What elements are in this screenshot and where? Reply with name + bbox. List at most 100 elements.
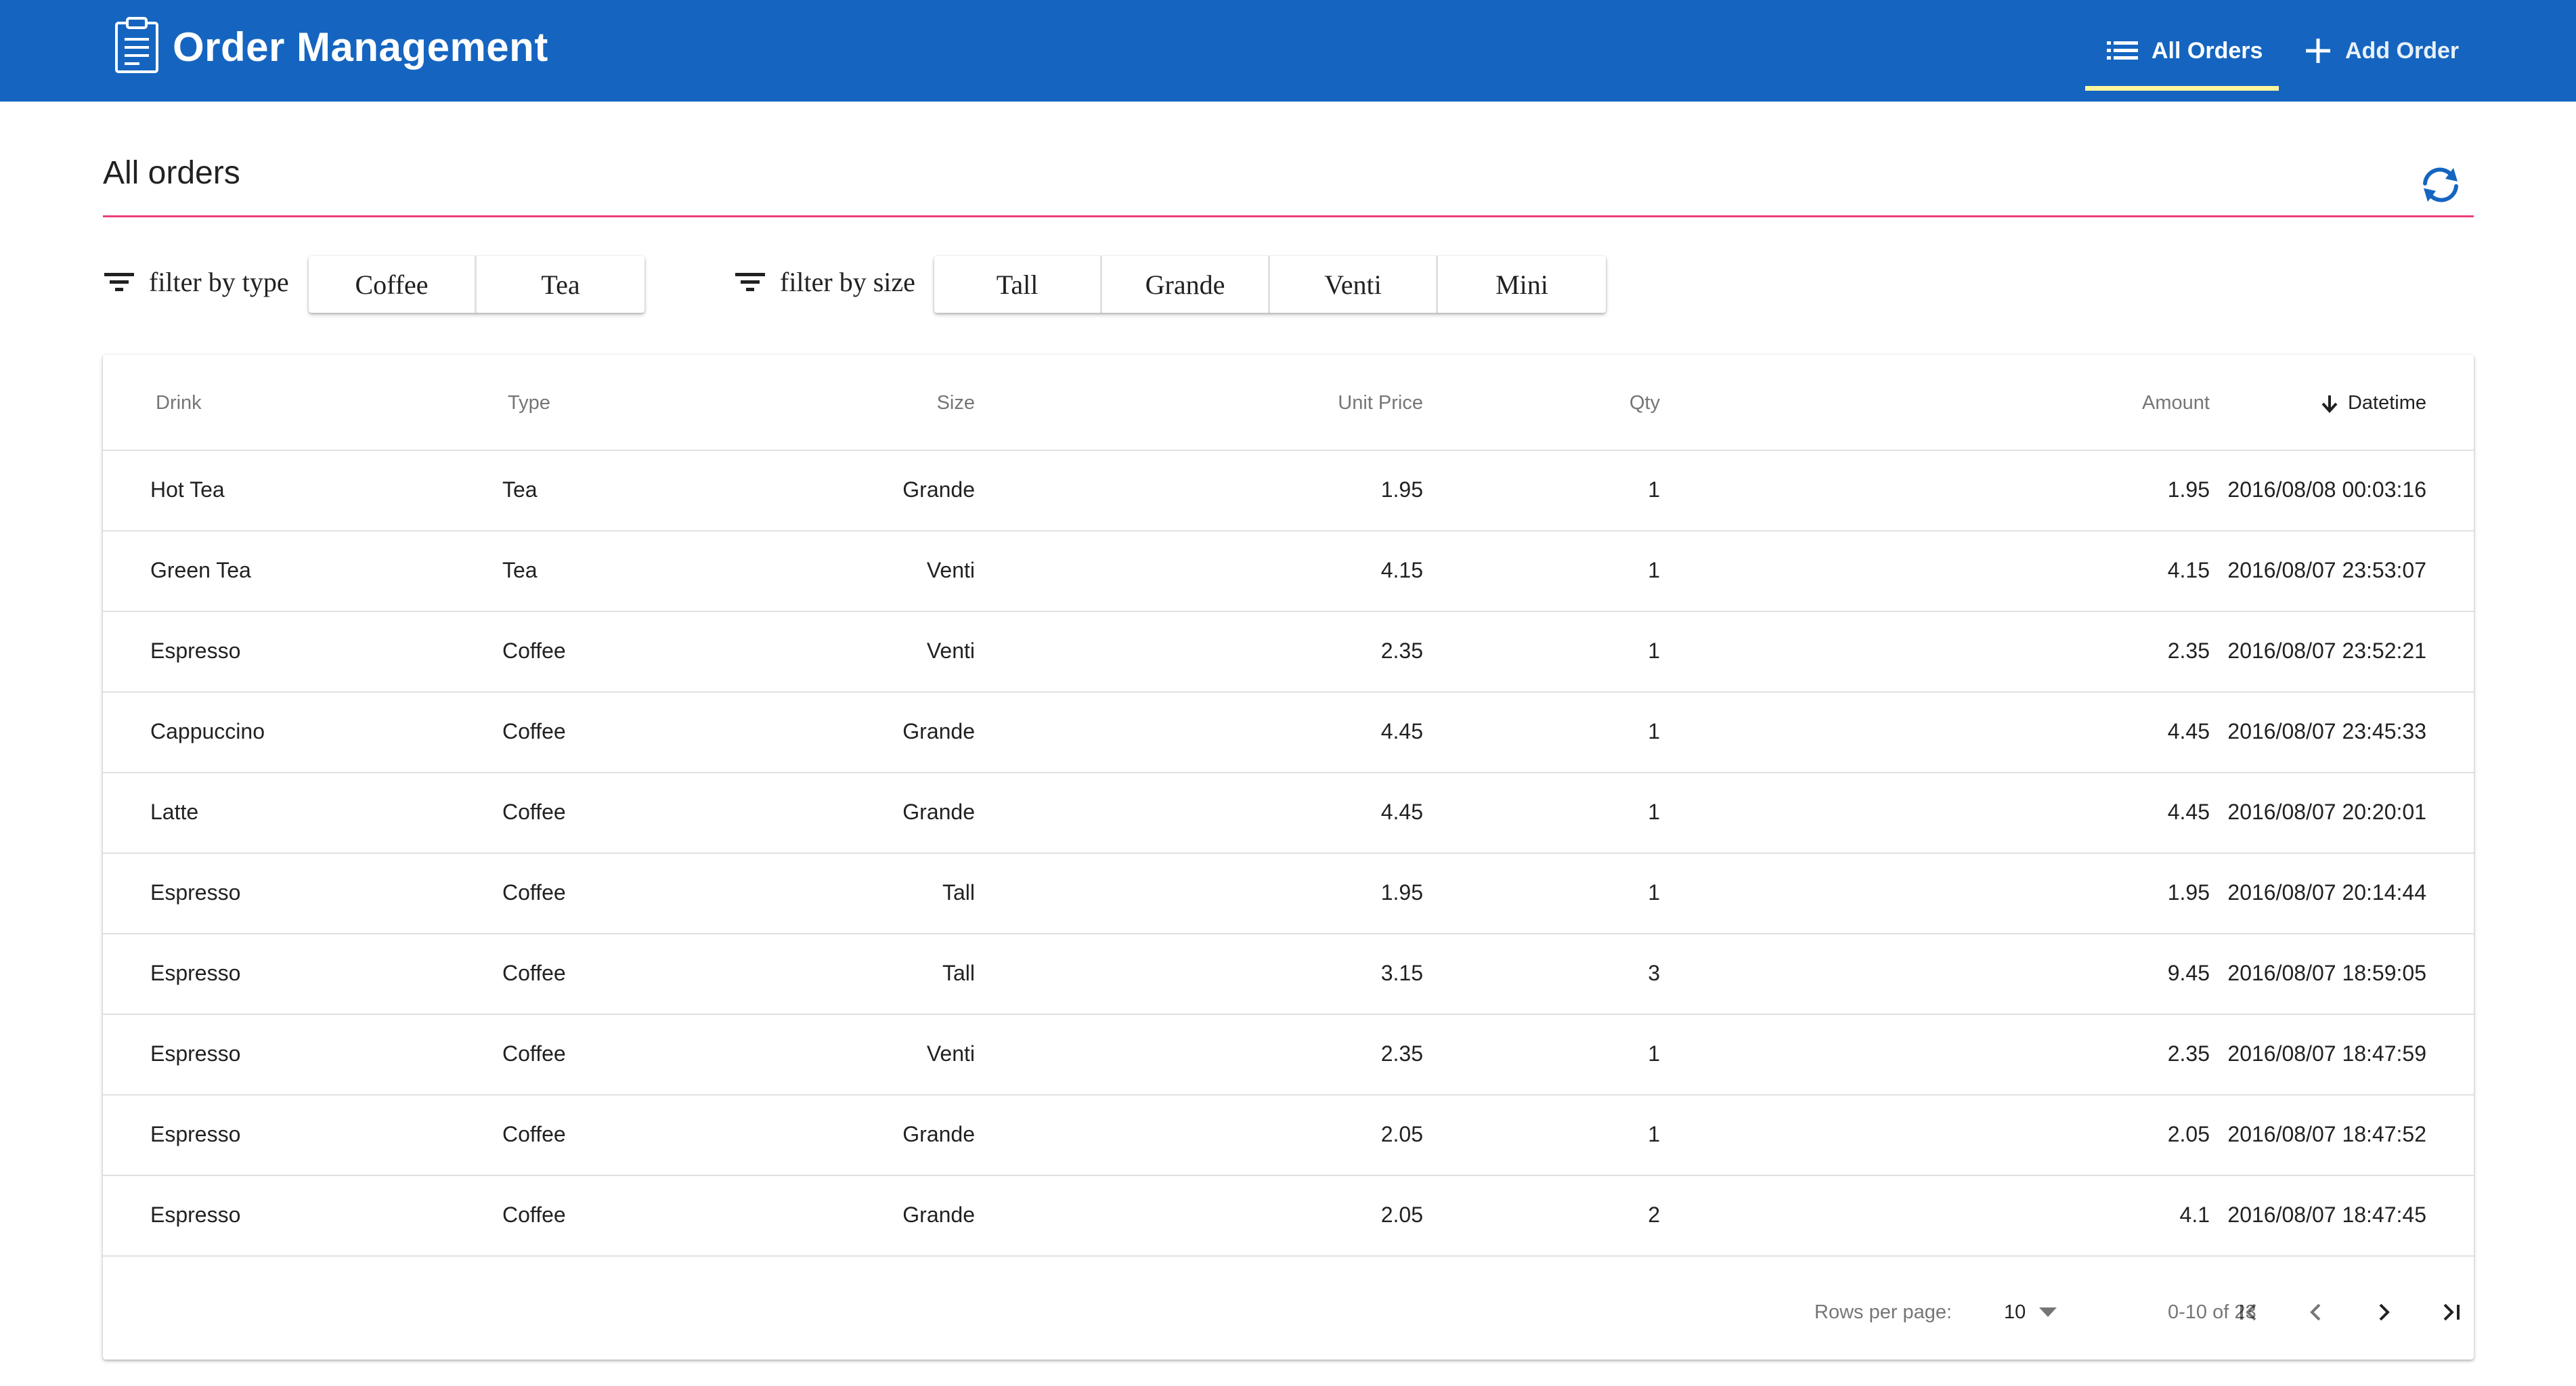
cell-size: Tall <box>942 961 975 985</box>
cell-size: Grande <box>902 477 975 502</box>
active-tab-indicator <box>2085 86 2279 91</box>
filter-by-size: filter by size <box>734 260 915 303</box>
filter-list-icon <box>104 273 134 291</box>
cell-unit-price: 2.35 <box>1380 1041 1423 1066</box>
column-header-datetime-label: Datetime <box>2347 392 2426 414</box>
refresh-icon[interactable] <box>2420 165 2462 204</box>
chevron-left-icon <box>2310 1303 2321 1321</box>
cell-amount: 9.45 <box>2167 961 2210 985</box>
table-row[interactable]: Espresso Coffee Venti 2.35 1 2.35 2016/08/07 1… <box>103 1014 2474 1096</box>
filter-by-type: filter by type <box>103 260 289 303</box>
last-page-icon <box>2443 1303 2460 1321</box>
cell-drink: Latte <box>150 800 199 824</box>
filter-chip-tea[interactable]: Tea <box>541 269 580 300</box>
cell-type: Coffee <box>502 1203 566 1227</box>
cell-datetime: 2016/08/07 18:47:52 <box>2227 1122 2426 1146</box>
filter-by-size-label: filter by size <box>780 266 915 297</box>
cell-amount: 2.35 <box>2167 638 2210 663</box>
previous-page-button[interactable] <box>2293 1289 2339 1335</box>
cell-type: Coffee <box>502 719 566 743</box>
table-pagination: Rows per page: 10 0-10 of 23 <box>103 1265 2474 1360</box>
cell-unit-price: 4.45 <box>1380 719 1423 743</box>
cell-size: Tall <box>942 880 975 905</box>
column-header-size[interactable]: Size <box>936 392 975 414</box>
table-header: Drink Type Size Unit Price Qty Amount Da… <box>103 355 2474 451</box>
first-page-button[interactable] <box>2225 1289 2271 1335</box>
cell-size: Venti <box>926 638 975 663</box>
last-page-button[interactable] <box>2428 1289 2474 1335</box>
nav-all-orders-label: All Orders <box>2152 37 2263 64</box>
cell-datetime: 2016/08/07 18:59:05 <box>2227 961 2426 985</box>
nav-add-order[interactable]: Add Order <box>2305 27 2459 74</box>
cell-unit-price: 4.45 <box>1380 800 1423 824</box>
cell-qty: 1 <box>1648 800 1660 824</box>
rows-per-page-select[interactable]: 10 <box>2004 1289 2057 1335</box>
cell-amount: 1.95 <box>2167 880 2210 905</box>
column-header-qty[interactable]: Qty <box>1629 392 1660 414</box>
cell-amount: 2.05 <box>2167 1122 2210 1146</box>
cell-qty: 2 <box>1648 1203 1660 1227</box>
cell-datetime: 2016/08/07 23:53:07 <box>2227 558 2426 582</box>
cell-type: Coffee <box>502 638 566 663</box>
cell-datetime: 2016/08/07 18:47:45 <box>2227 1203 2426 1227</box>
cell-type: Coffee <box>502 1122 566 1146</box>
rows-per-page-value: 10 <box>2004 1301 2026 1323</box>
app-title: Order Management <box>173 24 548 70</box>
cell-datetime: 2016/08/07 23:52:21 <box>2227 638 2426 663</box>
table-row[interactable]: Espresso Coffee Grande 2.05 2 4.1 2016/08/07 1… <box>103 1175 2474 1257</box>
table-row[interactable]: Espresso Coffee Venti 2.35 1 2.35 2016/08/07 2… <box>103 611 2474 693</box>
table-row[interactable]: Espresso Coffee Tall 1.95 1 1.95 2016/08/07 20… <box>103 852 2474 934</box>
nav-all-orders[interactable]: All Orders <box>2107 27 2263 74</box>
cell-amount: 4.45 <box>2167 800 2210 824</box>
table-row[interactable]: Latte Coffee Grande 4.45 1 4.45 2016/08/07 20:… <box>103 772 2474 854</box>
table-row[interactable]: Espresso Coffee Grande 2.05 1 2.05 2016/08/07 … <box>103 1094 2474 1176</box>
cell-type: Coffee <box>502 1041 566 1066</box>
cell-size: Grande <box>902 800 975 824</box>
plus-icon <box>2306 39 2330 63</box>
filter-chip-mini[interactable]: Mini <box>1496 269 1548 300</box>
next-page-button[interactable] <box>2361 1289 2407 1335</box>
cell-size: Grande <box>902 1122 975 1146</box>
filter-chip-tall[interactable]: Tall <box>934 256 1102 313</box>
orders-table: Drink Type Size Unit Price Qty Amount Da… <box>103 355 2474 1360</box>
table-row[interactable]: Hot Tea Tea Grande 1.95 1 1.95 2016/08/08 00:0… <box>103 450 2474 532</box>
cell-drink: Hot Tea <box>150 477 225 502</box>
cell-size: Grande <box>902 719 975 743</box>
column-header-type[interactable]: Type <box>508 392 550 414</box>
cell-amount: 1.95 <box>2167 477 2210 502</box>
cell-amount: 4.15 <box>2167 558 2210 582</box>
cell-unit-price: 1.95 <box>1380 477 1423 502</box>
table-row[interactable]: Cappuccino Coffee Grande 4.45 1 4.45 2016/08/0… <box>103 691 2474 773</box>
nav-add-order-label: Add Order <box>2345 37 2460 64</box>
column-header-datetime[interactable]: Datetime <box>2134 386 2426 420</box>
filter-chip-coffee[interactable]: Coffee <box>309 256 477 313</box>
cell-qty: 1 <box>1648 880 1660 905</box>
cell-datetime: 2016/08/07 20:14:44 <box>2227 880 2426 905</box>
cell-drink: Green Tea <box>150 558 251 582</box>
cell-unit-price: 3.15 <box>1380 961 1423 985</box>
cell-qty: 1 <box>1648 719 1660 743</box>
cell-drink: Espresso <box>150 1203 241 1227</box>
cell-drink: Cappuccino <box>150 719 265 743</box>
cell-size: Venti <box>926 1041 975 1066</box>
cell-qty: 3 <box>1648 961 1660 985</box>
filter-chip-grande[interactable]: Grande <box>1102 256 1270 313</box>
cell-unit-price: 2.05 <box>1380 1122 1423 1146</box>
filter-by-type-label: filter by type <box>149 266 289 297</box>
table-row[interactable]: Espresso Coffee Tall 3.15 3 9.45 2016/08/07 18… <box>103 933 2474 1015</box>
column-header-drink[interactable]: Drink <box>156 392 202 414</box>
cell-unit-price: 2.05 <box>1380 1203 1423 1227</box>
filter-chip-venti[interactable]: Venti <box>1270 256 1438 313</box>
cell-drink: Espresso <box>150 1122 241 1146</box>
rows-per-page-label: Rows per page: <box>1814 1301 1952 1323</box>
column-header-amount[interactable]: Amount <box>2142 392 2210 414</box>
page-title: All orders <box>103 155 240 191</box>
cell-drink: Espresso <box>150 961 241 985</box>
table-row[interactable]: Green Tea Tea Venti 4.15 1 4.15 2016/08/07 23:… <box>103 530 2474 612</box>
column-header-unit-price[interactable]: Unit Price <box>1338 392 1423 414</box>
cell-qty: 1 <box>1648 1041 1660 1066</box>
cell-size: Venti <box>926 558 975 582</box>
title-divider <box>103 215 2474 217</box>
cell-datetime: 2016/08/08 00:03:16 <box>2227 477 2426 502</box>
cell-datetime: 2016/08/07 23:45:33 <box>2227 719 2426 743</box>
